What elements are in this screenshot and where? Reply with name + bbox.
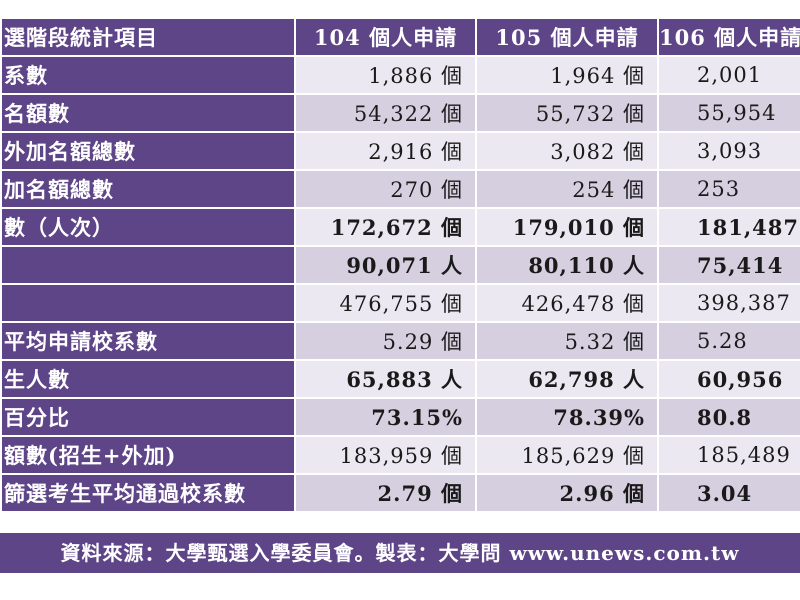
value-105-cell: 62,798 人 <box>475 359 659 399</box>
value-106-cell: 185,489 <box>657 435 800 475</box>
table-row: 476,755 個 426,478 個 398,387 <box>0 283 800 323</box>
value-106-cell: 3,093 <box>657 131 800 171</box>
value-106-cell: 55,954 <box>657 93 800 133</box>
value-106-cell: 181,487 <box>657 207 800 247</box>
header-105-cell: 105 個人申請 <box>475 17 659 57</box>
value-105-cell: 1,964 個 <box>475 55 659 95</box>
row-label-cell: 系數 <box>0 55 296 95</box>
table-row: 加名額總數 270 個 254 個 253 <box>0 169 800 209</box>
value-105-cell: 254 個 <box>475 169 659 209</box>
value-104-cell: 270 個 <box>294 169 477 209</box>
value-105-cell: 426,478 個 <box>475 283 659 323</box>
value-104-cell: 172,672 個 <box>294 207 477 247</box>
value-106-cell: 80.8 <box>657 397 800 437</box>
row-label-cell: 數（人次） <box>0 207 296 247</box>
row-label-cell: 平均申請校系數 <box>0 321 296 361</box>
value-104-cell: 73.15% <box>294 397 477 437</box>
table-header-row: 選階段統計項目 104 個人申請 105 個人申請 106 個人申請 <box>0 17 800 57</box>
admission-statistics-table: 選階段統計項目 104 個人申請 105 個人申請 106 個人申請 系數 1,8… <box>0 17 800 513</box>
value-104-cell: 65,883 人 <box>294 359 477 399</box>
table-row: 90,071 人 80,110 人 75,414 <box>0 245 800 285</box>
value-106-cell: 60,956 <box>657 359 800 399</box>
table-row: 額數(招生+外加) 183,959 個 185,629 個 185,489 <box>0 435 800 475</box>
value-105-cell: 185,629 個 <box>475 435 659 475</box>
value-105-cell: 179,010 個 <box>475 207 659 247</box>
table-row: 生人數 65,883 人 62,798 人 60,956 <box>0 359 800 399</box>
value-104-cell: 183,959 個 <box>294 435 477 475</box>
table-row: 篩選考生平均通過校系數 2.79 個 2.96 個 3.04 <box>0 473 800 513</box>
row-label-cell: 生人數 <box>0 359 296 399</box>
row-label-cell <box>0 283 296 323</box>
header-104-cell: 104 個人申請 <box>294 17 477 57</box>
value-106-cell: 398,387 <box>657 283 800 323</box>
value-104-cell: 54,322 個 <box>294 93 477 133</box>
table-row: 系數 1,886 個 1,964 個 2,001 <box>0 55 800 95</box>
value-106-cell: 75,414 <box>657 245 800 285</box>
value-104-cell: 1,886 個 <box>294 55 477 95</box>
header-106-cell: 106 個人申請 <box>657 17 800 57</box>
header-label-cell: 選階段統計項目 <box>0 17 296 57</box>
value-106-cell: 253 <box>657 169 800 209</box>
statistics-table-container: 選階段統計項目 104 個人申請 105 個人申請 106 個人申請 系數 1,8… <box>0 17 800 570</box>
table-row: 平均申請校系數 5.29 個 5.32 個 5.28 <box>0 321 800 361</box>
value-104-cell: 2,916 個 <box>294 131 477 171</box>
row-label-cell: 名額數 <box>0 93 296 133</box>
value-106-cell: 5.28 <box>657 321 800 361</box>
source-footer: 資料來源：大學甄選入學委員會。製表：大學問 www.unews.com.tw <box>0 533 800 573</box>
table-row: 百分比 73.15% 78.39% 80.8 <box>0 397 800 437</box>
value-104-cell: 2.79 個 <box>294 473 477 513</box>
value-105-cell: 80,110 人 <box>475 245 659 285</box>
table-row: 外加名額總數 2,916 個 3,082 個 3,093 <box>0 131 800 171</box>
table-row: 數（人次） 172,672 個 179,010 個 181,487 <box>0 207 800 247</box>
row-label-cell: 百分比 <box>0 397 296 437</box>
row-label-cell: 加名額總數 <box>0 169 296 209</box>
row-label-cell: 額數(招生+外加) <box>0 435 296 475</box>
value-106-cell: 3.04 <box>657 473 800 513</box>
value-104-cell: 476,755 個 <box>294 283 477 323</box>
row-label-cell <box>0 245 296 285</box>
value-105-cell: 5.32 個 <box>475 321 659 361</box>
value-104-cell: 5.29 個 <box>294 321 477 361</box>
value-105-cell: 2.96 個 <box>475 473 659 513</box>
value-105-cell: 3,082 個 <box>475 131 659 171</box>
value-105-cell: 55,732 個 <box>475 93 659 133</box>
table-row: 名額數 54,322 個 55,732 個 55,954 <box>0 93 800 133</box>
table-body: 系數 1,886 個 1,964 個 2,001 名額數 54,322 個 55,732 個… <box>0 55 800 513</box>
value-106-cell: 2,001 <box>657 55 800 95</box>
row-label-cell: 外加名額總數 <box>0 131 296 171</box>
value-105-cell: 78.39% <box>475 397 659 437</box>
row-label-cell: 篩選考生平均通過校系數 <box>0 473 296 513</box>
value-104-cell: 90,071 人 <box>294 245 477 285</box>
